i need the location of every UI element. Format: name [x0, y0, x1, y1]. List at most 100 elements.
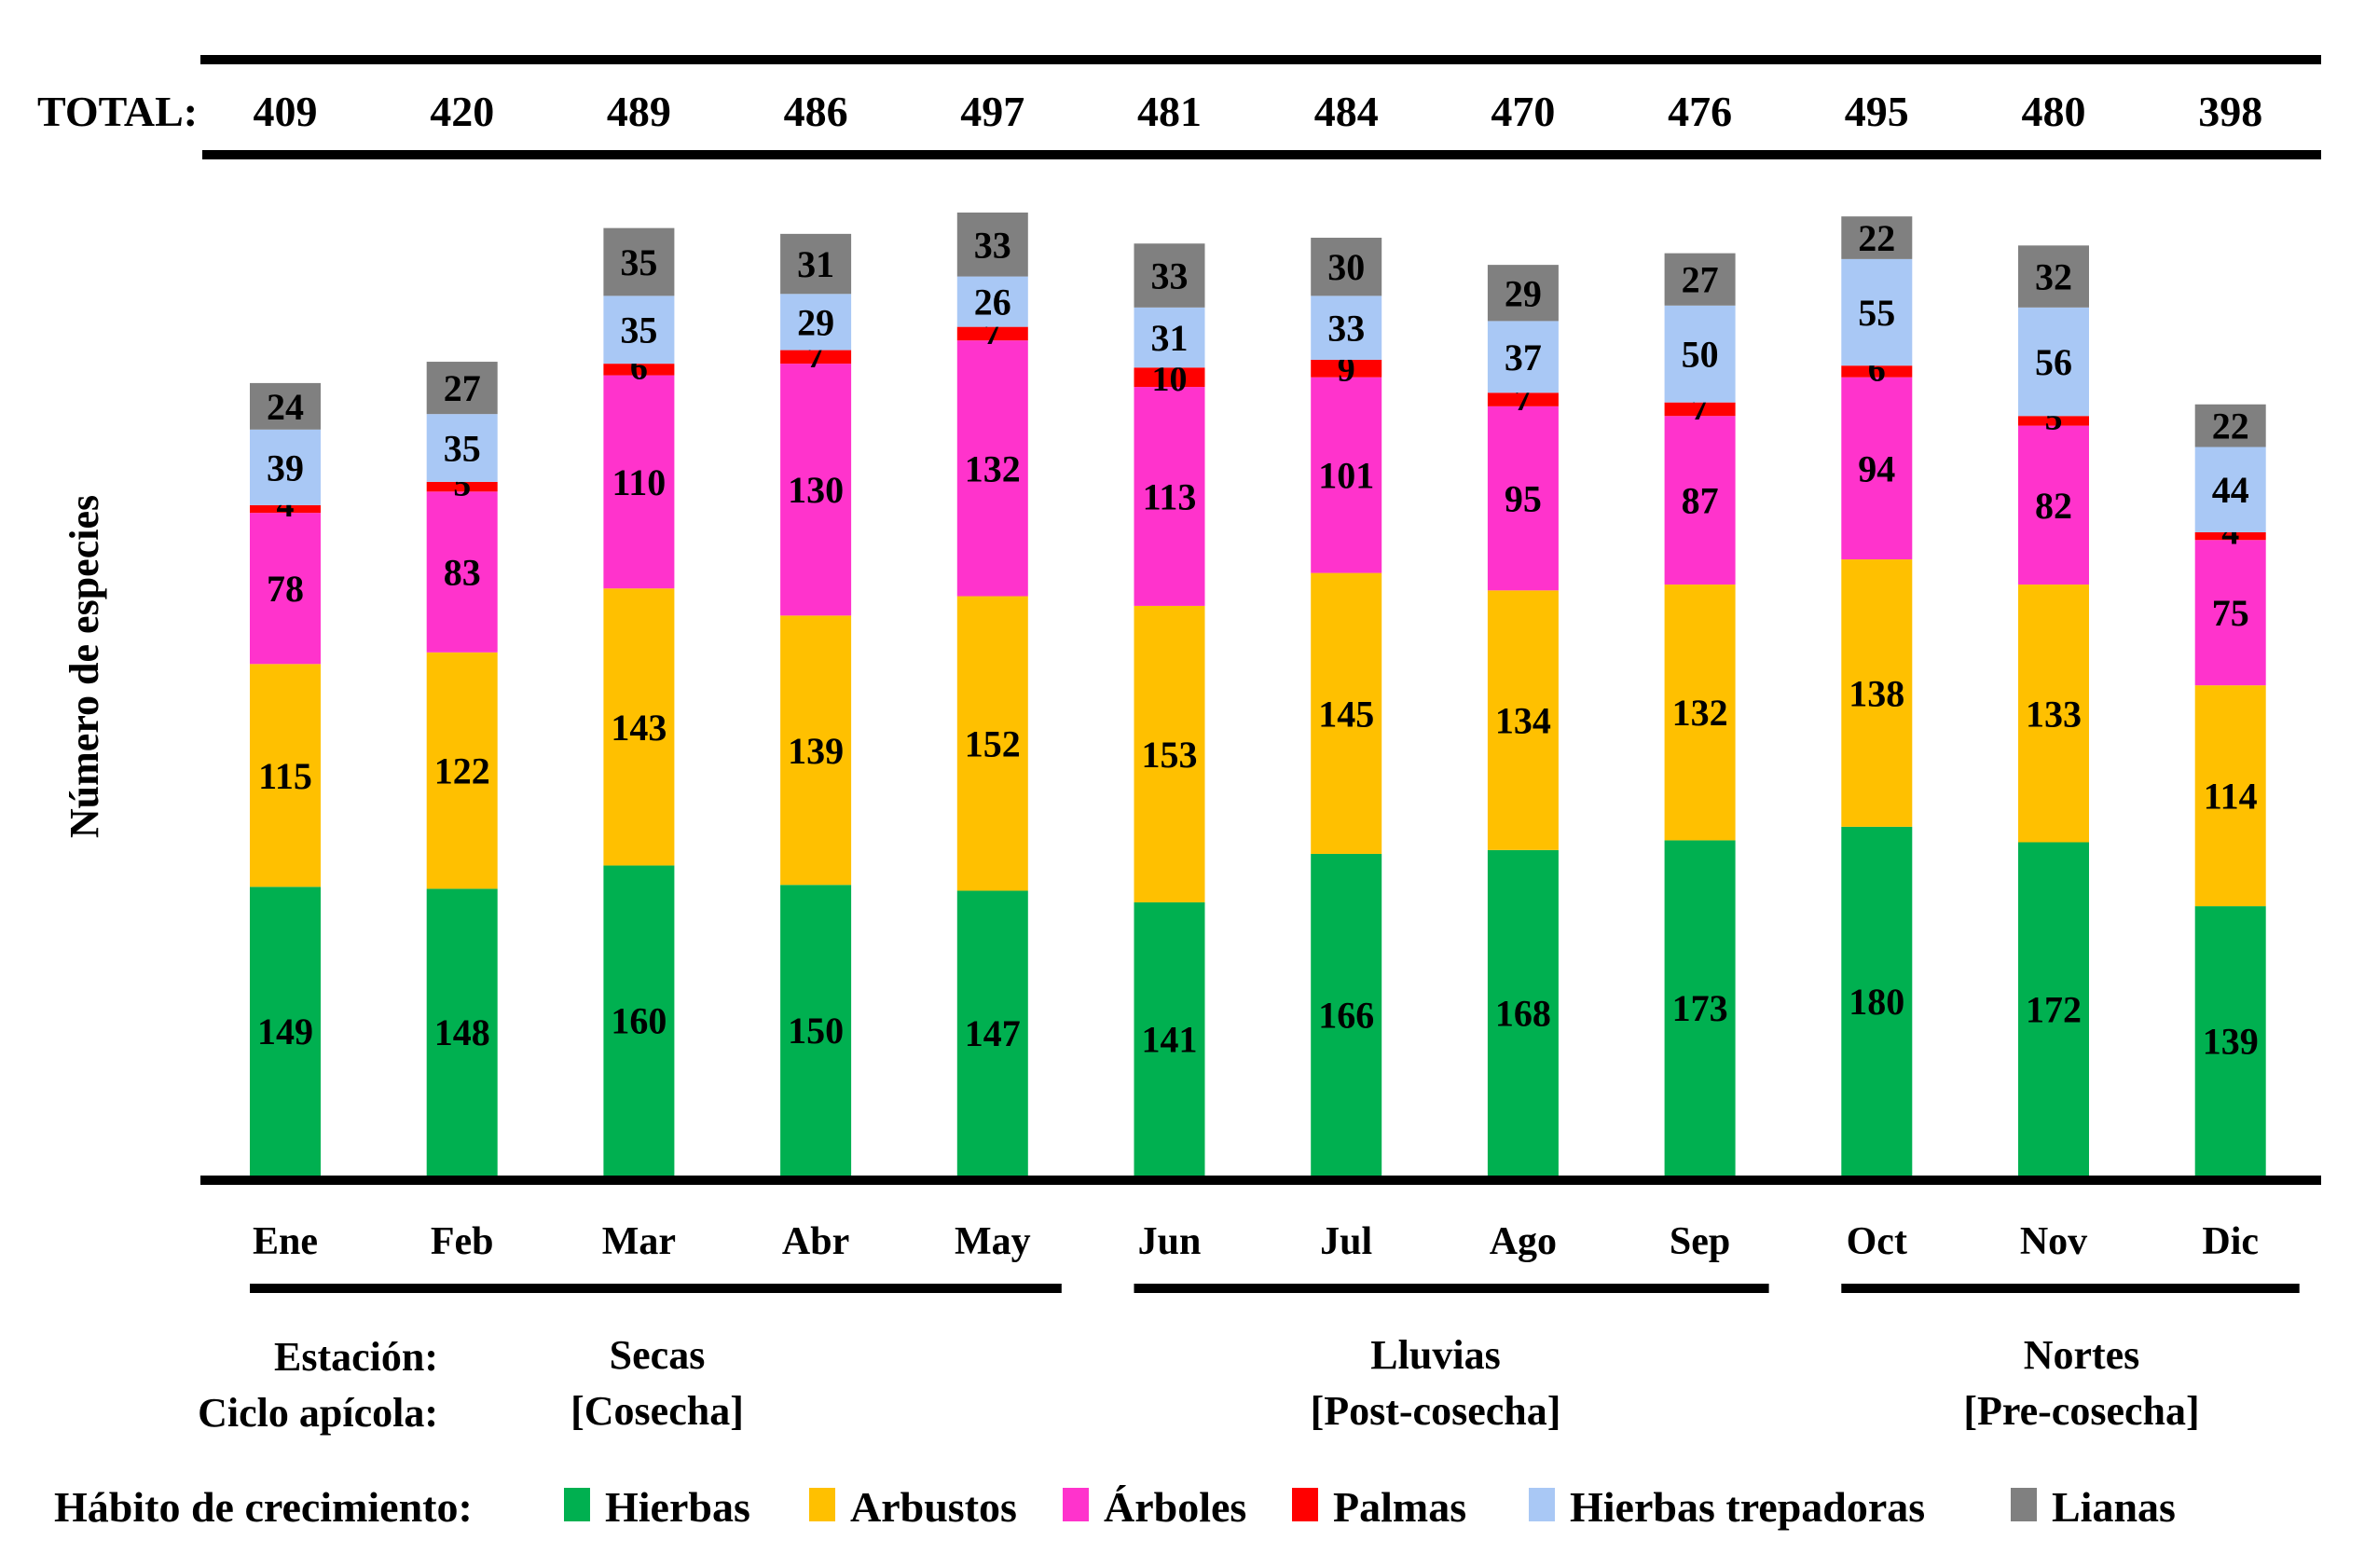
- data-label: 82: [2035, 485, 2072, 527]
- legend-title: Hábito de crecimiento:: [54, 1483, 473, 1531]
- season-rules: [250, 1284, 2300, 1293]
- bar-segment-hierbas: [956, 890, 1028, 1176]
- y-axis-label: Número de especies: [62, 495, 107, 838]
- data-label: 148: [434, 1011, 490, 1053]
- data-label: 132: [1672, 692, 1728, 734]
- bar-segment-hierbas-trepadoras: [603, 296, 675, 364]
- data-label: 141: [1142, 1018, 1198, 1060]
- bar-segment-lianas: [426, 362, 498, 415]
- bar-segment-palmas: [1487, 392, 1559, 406]
- data-label: 24: [267, 386, 304, 428]
- data-label: 122: [434, 750, 490, 792]
- bar-segment-arbustos: [426, 652, 498, 889]
- bar-segment-hierbas-trepadoras: [1664, 305, 1736, 403]
- data-label: 168: [1495, 992, 1551, 1034]
- bar-segment-lianas: [1841, 216, 1913, 259]
- x-tick-label: Nov: [2020, 1220, 2087, 1263]
- bar-segment-arboles: [956, 340, 1028, 597]
- bar-segment-lianas: [780, 233, 852, 295]
- data-label: 149: [257, 1011, 313, 1052]
- bar-segment-palmas: [2194, 531, 2266, 541]
- bar-segment-lianas: [1487, 265, 1559, 322]
- data-label: 147: [965, 1012, 1021, 1054]
- season-rule-lluvias: [1134, 1284, 1769, 1293]
- data-label: 9: [1338, 351, 1355, 390]
- bar-segment-arboles: [780, 364, 852, 616]
- x-tick-label: Sep: [1670, 1220, 1730, 1263]
- bar-segment-hierbas: [1134, 901, 1205, 1176]
- data-label: 27: [444, 367, 481, 409]
- total-value: 480: [2022, 88, 2086, 135]
- legend-label: Arbustos: [850, 1483, 1017, 1531]
- bar-segment-lianas: [1134, 243, 1205, 308]
- bar-segment-hierbas: [780, 885, 852, 1176]
- data-label: 110: [612, 461, 667, 503]
- total-value: 495: [1845, 88, 1909, 135]
- bar-segment-arbustos: [956, 596, 1028, 891]
- legend-label: Palmas: [1333, 1483, 1466, 1531]
- total-value: 420: [430, 88, 494, 135]
- x-tick-label: Abr: [782, 1220, 849, 1263]
- data-label: 31: [1151, 317, 1189, 359]
- bar-segment-hierbas-trepadoras: [780, 294, 852, 351]
- bar-segment-arboles: [1311, 377, 1382, 573]
- bar-segment-arbustos: [1487, 590, 1559, 850]
- season-cycle: [Cosecha]: [570, 1388, 744, 1434]
- data-label: 152: [965, 723, 1021, 765]
- data-label: 115: [258, 755, 312, 797]
- total-value: 409: [254, 88, 318, 135]
- x-axis-line: [200, 1176, 2321, 1185]
- bar-segment-hierbas-trepadoras: [1134, 307, 1205, 368]
- data-label: 31: [797, 243, 834, 285]
- data-label: 44: [2212, 469, 2249, 511]
- bar-segment-arboles: [2018, 425, 2089, 585]
- data-label: 130: [788, 469, 844, 511]
- season-name: Secas: [610, 1332, 706, 1378]
- data-label: 83: [444, 552, 481, 594]
- data-label: 33: [1327, 308, 1365, 350]
- bar-segment-palmas: [956, 326, 1028, 341]
- data-label: 22: [2212, 406, 2249, 447]
- data-label: 78: [267, 568, 304, 610]
- legend-swatch-hierbas: [564, 1488, 590, 1521]
- total-value: 470: [1491, 88, 1555, 135]
- bar-segment-arboles: [1841, 377, 1913, 560]
- season-names: Secas [Cosecha] Lluvias [Post-cosecha] Norte…: [570, 1332, 2200, 1434]
- data-label: 166: [1318, 994, 1374, 1036]
- bar-segment-hierbas: [250, 887, 321, 1176]
- bar-segment-hierbas: [2018, 842, 2089, 1176]
- x-tick-label: Feb: [431, 1220, 494, 1263]
- bar-segment-arbustos: [1311, 572, 1382, 854]
- bar-segment-hierbas-trepadoras: [250, 429, 321, 505]
- total-value: 497: [960, 88, 1024, 135]
- totals-top-rule: [200, 55, 2321, 64]
- season-name: Nortes: [2024, 1332, 2140, 1378]
- total-value: 481: [1137, 88, 1202, 135]
- cycle-label: Ciclo apícola:: [198, 1390, 438, 1436]
- bar-segment-palmas: [1841, 365, 1913, 378]
- data-label: 139: [788, 730, 844, 772]
- bar-segment-hierbas-trepadoras: [956, 276, 1028, 327]
- bar-segment-arbustos: [1841, 559, 1913, 827]
- bar-segment-arbustos: [250, 664, 321, 887]
- bar-segment-palmas: [426, 481, 498, 492]
- legend-swatch-hierbas-trepadoras: [1529, 1488, 1555, 1521]
- bar-segment-lianas: [1664, 253, 1736, 306]
- bar-segment-lianas: [956, 213, 1028, 277]
- bar-segment-hierbas: [1841, 826, 1913, 1176]
- bar-segment-arboles: [426, 491, 498, 653]
- bar-segment-arboles: [1134, 387, 1205, 606]
- data-label: 39: [267, 447, 304, 488]
- data-label: 139: [2203, 1021, 2259, 1063]
- bar-segment-arbustos: [603, 588, 675, 866]
- data-label: 27: [1682, 259, 1719, 301]
- total-value: 484: [1314, 88, 1379, 135]
- data-label: 32: [2035, 256, 2072, 298]
- bar-segment-lianas: [1311, 238, 1382, 296]
- season-rule-secas: [250, 1284, 1062, 1293]
- season-name: Lluvias: [1370, 1332, 1500, 1378]
